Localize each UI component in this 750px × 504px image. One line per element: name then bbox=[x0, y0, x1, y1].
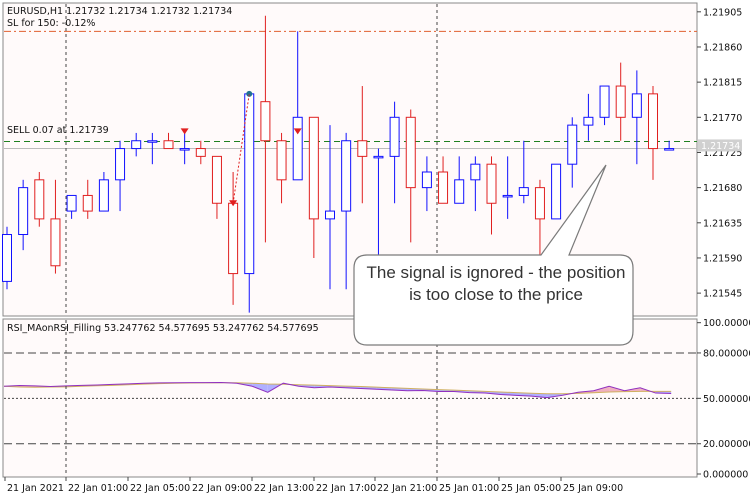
candle-body bbox=[261, 102, 270, 141]
candle-body bbox=[374, 156, 383, 158]
symbol-info: EURUSD,H1 1.21732 1.21734 1.21732 1.2173… bbox=[7, 6, 232, 17]
candle-body bbox=[326, 211, 335, 219]
candle bbox=[3, 227, 12, 290]
candle-body bbox=[519, 188, 528, 196]
time-tick-label: 25 Jan 05:00 bbox=[501, 483, 561, 494]
candle-body bbox=[245, 94, 254, 274]
price-tick-label: 1.21860 bbox=[703, 42, 742, 53]
indicator-tick-label: 0.000000 bbox=[703, 470, 748, 481]
time-tick-label: 25 Jan 01:00 bbox=[439, 483, 499, 494]
candle-body bbox=[487, 164, 496, 203]
price-tick-label: 1.21635 bbox=[703, 218, 742, 229]
candle-body bbox=[632, 94, 641, 117]
candle-body bbox=[342, 141, 351, 211]
candle-body bbox=[3, 235, 12, 282]
price-tick-label: 1.21545 bbox=[703, 289, 742, 300]
time-tick-label: 22 Jan 09:00 bbox=[192, 483, 252, 494]
current-price-tag: 1.21734 bbox=[698, 139, 742, 152]
candle-body bbox=[212, 156, 221, 203]
candle-body bbox=[67, 195, 76, 211]
indicator-tick-label: 80.000000 bbox=[703, 348, 750, 359]
candle-body bbox=[164, 141, 173, 149]
indicator-axis[interactable]: 100.000000 80.000000 50.000000 20.000000 0.0… bbox=[697, 318, 750, 480]
price-tick-label: 1.21770 bbox=[703, 113, 742, 124]
indicator-tick-label: 20.000000 bbox=[703, 439, 750, 450]
indicator-label: RSI_MAonRSI_Filling 53.247762 54.577695 … bbox=[7, 323, 319, 334]
candle-body bbox=[535, 188, 544, 219]
candle-body bbox=[422, 172, 431, 188]
candle-body bbox=[277, 141, 286, 180]
candle-body bbox=[390, 117, 399, 156]
price-tick-label: 1.21680 bbox=[703, 183, 742, 194]
indicator-tick-label: 50.000000 bbox=[703, 394, 750, 405]
candle-body bbox=[19, 188, 28, 235]
candle-body bbox=[471, 164, 480, 180]
candle-body bbox=[293, 117, 302, 180]
candle bbox=[35, 172, 44, 227]
sl-label: SL for 150: -0.12% bbox=[7, 18, 95, 29]
candle-body bbox=[180, 149, 189, 151]
price-tick-label: 1.21905 bbox=[703, 7, 742, 18]
candle-body bbox=[568, 125, 577, 164]
sell-label: SELL 0.07 at 1.21739 bbox=[7, 125, 109, 136]
price-axis[interactable]: 1.219051.218601.218151.217701.217251.216… bbox=[697, 7, 742, 299]
candle-body bbox=[665, 149, 674, 151]
price-tick-label: 1.21590 bbox=[703, 253, 742, 264]
candle-body bbox=[616, 86, 625, 117]
time-tick-label: 22 Jan 01:00 bbox=[68, 483, 128, 494]
candle-body bbox=[35, 180, 44, 219]
time-tick-label: 22 Jan 21:00 bbox=[377, 483, 437, 494]
time-tick-label: 22 Jan 13:00 bbox=[254, 483, 314, 494]
candle-body bbox=[132, 141, 141, 149]
candle-body bbox=[600, 86, 609, 117]
indicator-tick-label: 100.000000 bbox=[703, 318, 750, 329]
candle-body bbox=[116, 149, 125, 180]
price-tick-label: 1.21815 bbox=[703, 78, 742, 89]
candle-body bbox=[309, 117, 318, 219]
candle-body bbox=[358, 141, 367, 157]
candle-body bbox=[439, 172, 448, 203]
candle-body bbox=[406, 117, 415, 187]
candle-body bbox=[83, 195, 92, 211]
candle-body bbox=[196, 149, 205, 157]
candle-body bbox=[584, 117, 593, 125]
candle-body bbox=[552, 164, 561, 219]
candle-body bbox=[51, 219, 60, 266]
candle-body bbox=[649, 94, 658, 149]
candle-body bbox=[229, 203, 238, 273]
time-tick-label: 25 Jan 09:00 bbox=[563, 483, 623, 494]
time-tick-label: 22 Jan 17:00 bbox=[316, 483, 376, 494]
current-price-tag-text: 1.21734 bbox=[701, 141, 740, 152]
callout-text: The signal is ignored - the position is … bbox=[360, 262, 632, 306]
candle bbox=[552, 164, 561, 219]
candle-body bbox=[503, 195, 512, 197]
time-tick-label: 21 Jan 2021 bbox=[7, 483, 64, 494]
candle-body bbox=[148, 141, 157, 143]
candle-body bbox=[99, 180, 108, 211]
time-tick-label: 22 Jan 05:00 bbox=[130, 483, 190, 494]
candle-body bbox=[455, 180, 464, 203]
